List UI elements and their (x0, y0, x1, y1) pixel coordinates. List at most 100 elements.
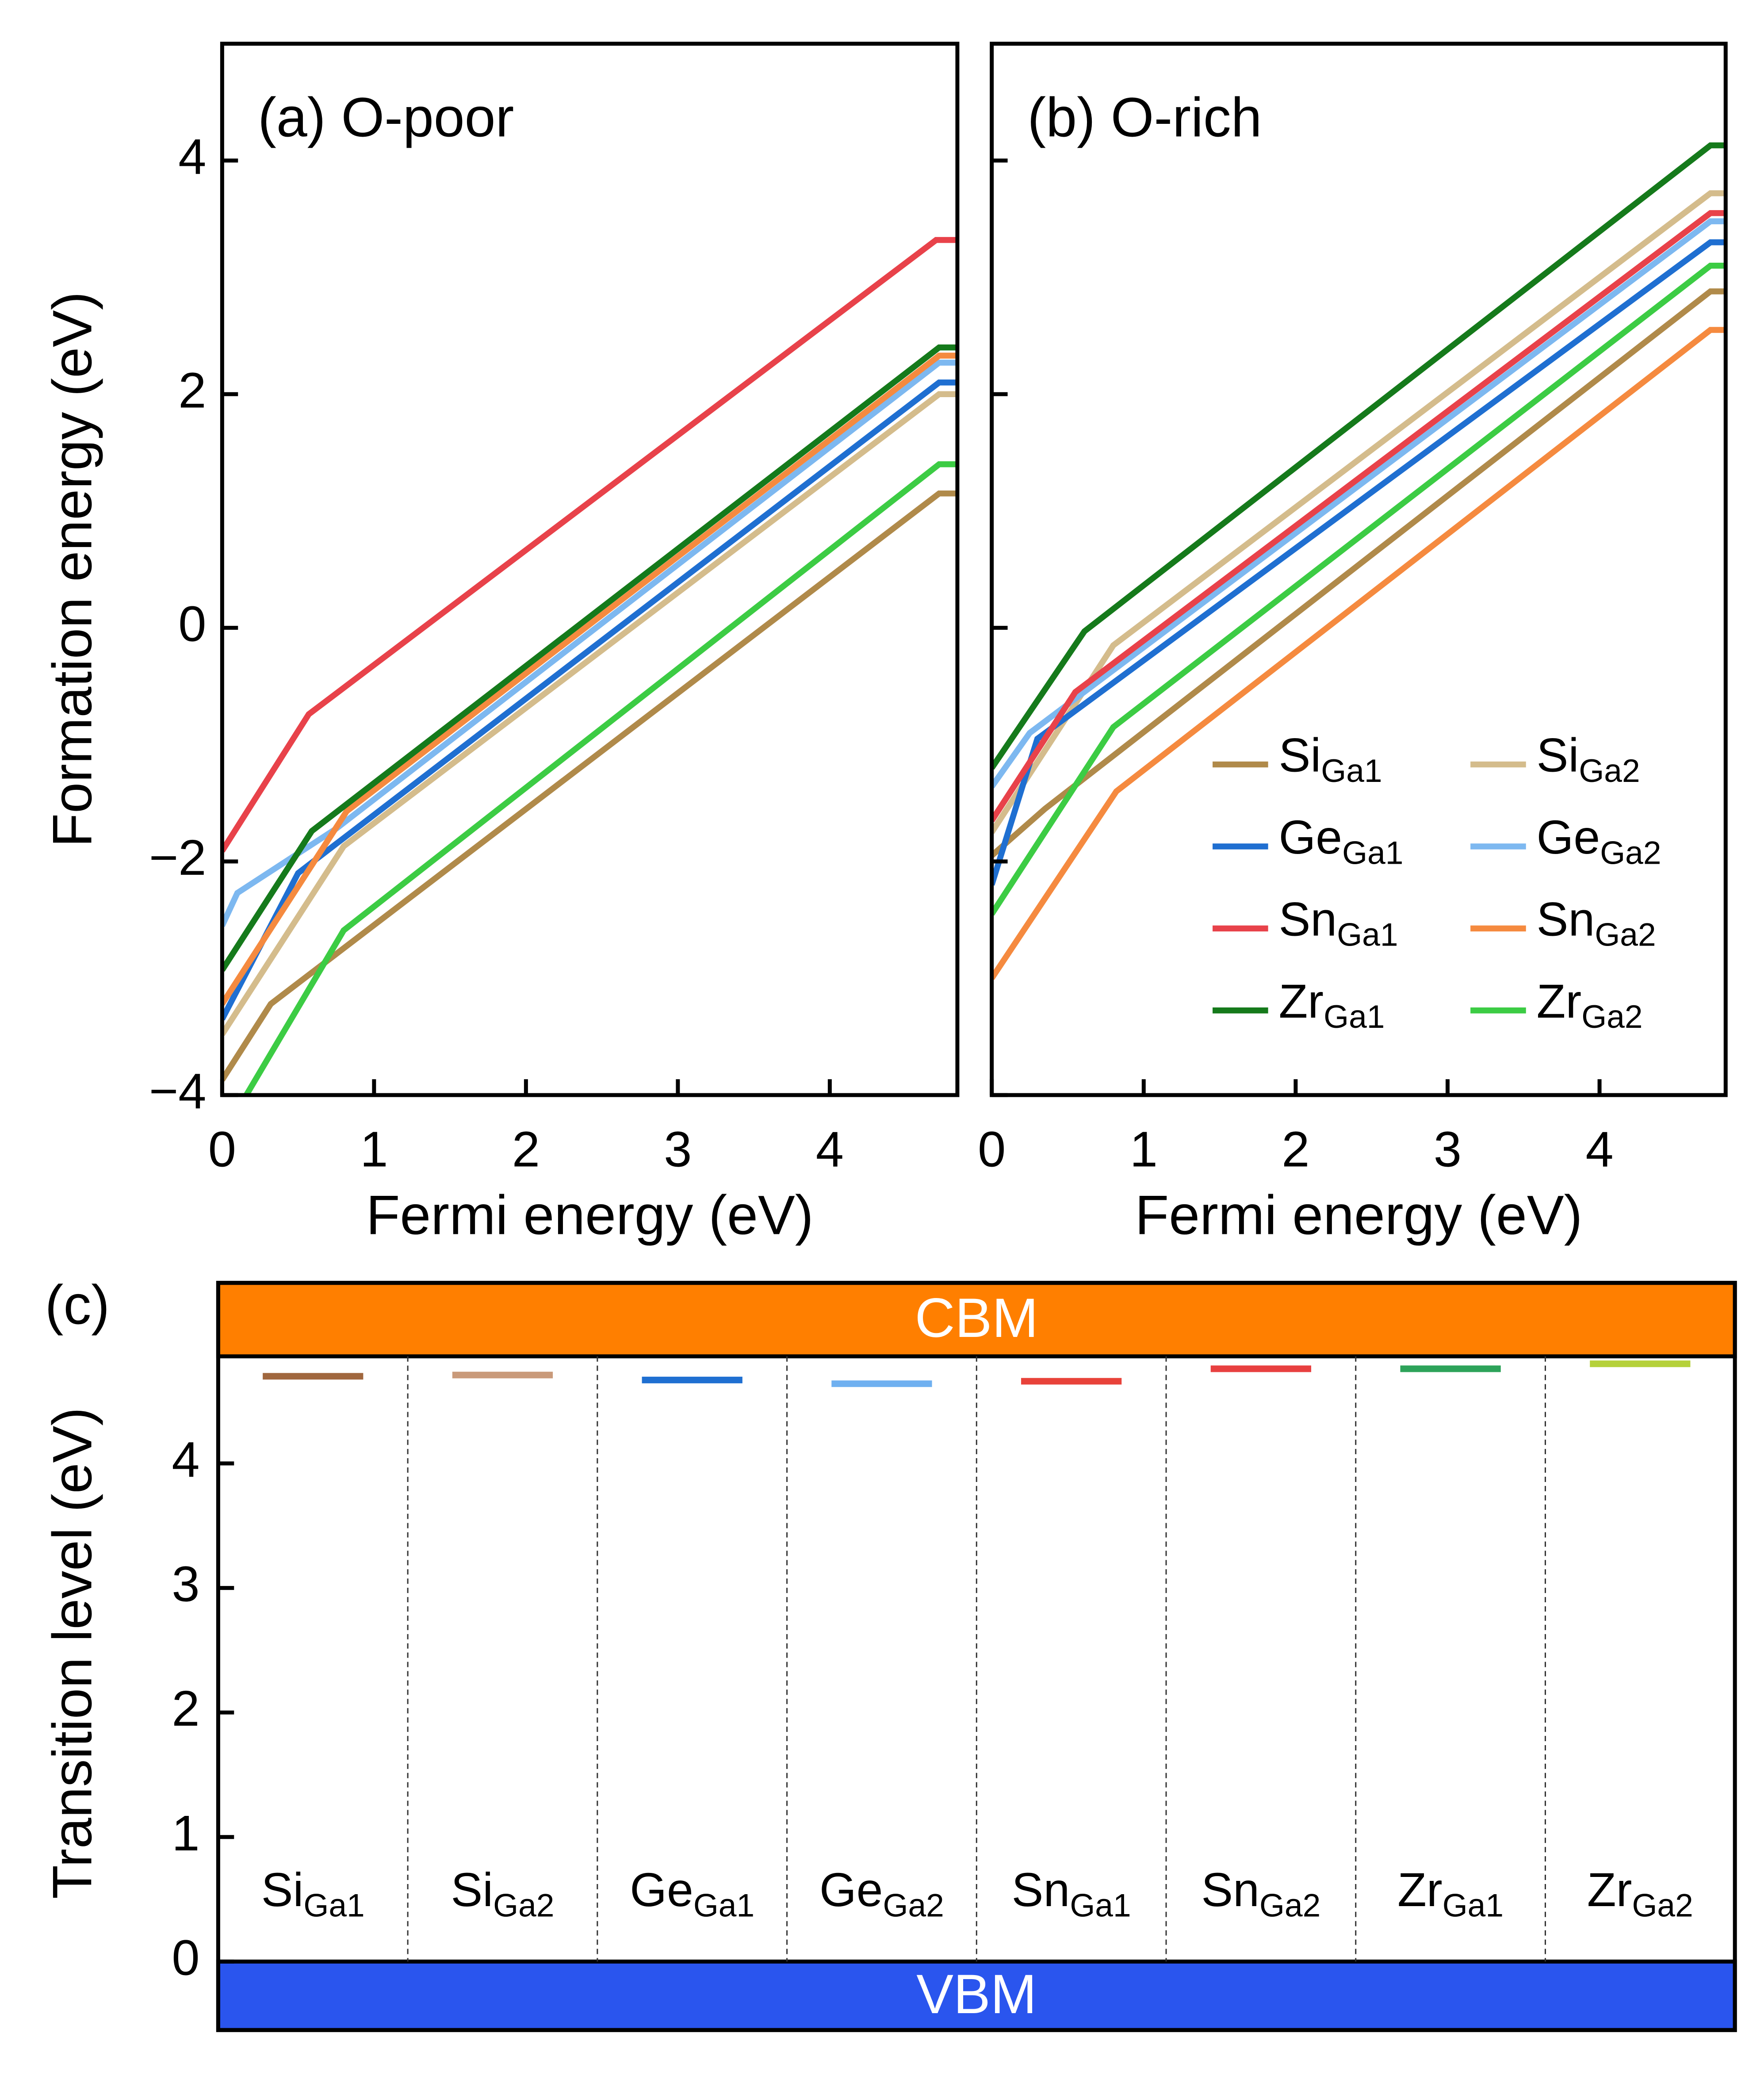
y-tick-label: 0 (172, 1930, 199, 1986)
category-label-base: Sn (1012, 1864, 1070, 1917)
legend-label-base: Si (1537, 729, 1579, 782)
line (222, 352, 957, 1006)
legend-label: ZrGa1 (1279, 975, 1385, 1035)
line (991, 239, 1726, 886)
legend-label-base: Ge (1279, 811, 1343, 864)
category-label-subscript: Ga2 (1632, 1888, 1693, 1924)
line (222, 490, 957, 1082)
x-tick-label: 4 (816, 1122, 844, 1178)
y-tick-label: −4 (149, 1063, 207, 1119)
category-label-subscript: Ga1 (1070, 1888, 1131, 1924)
category-label-subscript: Ga1 (303, 1888, 364, 1924)
panel-title: (a) O-poor (258, 86, 514, 148)
legend-label-subscript: Ga1 (1324, 999, 1385, 1035)
y-axis-label: Formation energy (eV) (41, 291, 103, 847)
category-label-subscript: Ga2 (883, 1888, 944, 1924)
y-tick-label: 1 (172, 1805, 199, 1861)
category-label: ZrGa1 (1397, 1864, 1504, 1924)
y-tick-label: 2 (178, 362, 206, 418)
legend-label: SnGa1 (1279, 893, 1398, 953)
y-tick-label: 0 (178, 596, 206, 652)
legend-label-base: Ge (1537, 811, 1600, 864)
x-tick-label: 4 (1586, 1122, 1614, 1178)
line (991, 288, 1726, 858)
legend-label-subscript: Ga2 (1581, 999, 1642, 1035)
series-group (222, 237, 957, 1095)
band-label: CBM (915, 1287, 1038, 1349)
line (222, 360, 957, 927)
legend-label-base: Sn (1537, 893, 1595, 946)
legend-label: SiGa1 (1279, 729, 1382, 789)
line (222, 344, 957, 972)
line (991, 210, 1726, 823)
legend-label-base: Zr (1279, 975, 1324, 1028)
y-tick-label: 4 (172, 1432, 199, 1488)
x-axis-label: Fermi energy (eV) (366, 1183, 814, 1246)
panel-title: (c) (45, 1274, 110, 1336)
line (222, 391, 957, 1036)
x-tick-label: 1 (1130, 1122, 1158, 1178)
y-tick-label: −2 (149, 830, 207, 886)
line (222, 237, 957, 853)
plot-frame (216, 1281, 1737, 2032)
x-tick-label: 2 (1282, 1122, 1309, 1178)
line (991, 190, 1726, 834)
legend-label-subscript: Ga1 (1342, 835, 1403, 871)
plot-frame (220, 42, 960, 1097)
legend-label-subscript: Ga2 (1579, 753, 1640, 789)
x-tick-label: 3 (664, 1122, 692, 1178)
line (991, 327, 1726, 980)
x-tick-label: 0 (978, 1122, 1006, 1178)
line (991, 218, 1726, 789)
x-tick-label: 3 (1434, 1122, 1462, 1178)
band-label: VBM (916, 1963, 1037, 2025)
line (991, 262, 1726, 916)
category-label-subscript: Ga2 (1259, 1888, 1320, 1924)
y-tick-label: 3 (172, 1556, 199, 1612)
y-tick-label: 2 (172, 1681, 199, 1737)
legend-label-subscript: Ga1 (1337, 917, 1398, 953)
plot-frame (990, 42, 1728, 1097)
category-label-base: Zr (1587, 1864, 1632, 1917)
legend-label-base: Zr (1537, 975, 1582, 1028)
category-label-subscript: Ga2 (493, 1888, 554, 1924)
category-label-subscript: Ga1 (1443, 1888, 1504, 1924)
x-tick-label: 2 (512, 1122, 540, 1178)
x-axis-label: Fermi energy (eV) (1135, 1183, 1583, 1246)
y-tick-label: 4 (178, 129, 206, 185)
legend-label: GeGa1 (1279, 811, 1404, 871)
legend-label-base: Si (1279, 729, 1321, 782)
category-label: GeGa1 (630, 1864, 754, 1924)
category-label: SnGa1 (1012, 1864, 1131, 1924)
category-label-subscript: Ga1 (693, 1888, 754, 1924)
legend-label-subscript: Ga2 (1600, 835, 1661, 871)
legend-label-subscript: Ga1 (1321, 753, 1382, 789)
legend-label: SnGa2 (1537, 893, 1656, 953)
category-label-base: Si (451, 1864, 493, 1917)
category-label: SiGa2 (451, 1864, 554, 1924)
y-axis-label: Transition level (eV) (41, 1407, 103, 1899)
x-tick-label: 0 (208, 1122, 236, 1178)
category-label-base: Ge (630, 1864, 693, 1917)
category-label: ZrGa2 (1587, 1864, 1693, 1924)
legend-label: ZrGa2 (1537, 975, 1643, 1035)
category-label-base: Sn (1201, 1864, 1259, 1917)
line (991, 142, 1726, 770)
line (222, 379, 957, 1021)
x-tick-label: 1 (360, 1122, 388, 1178)
legend-label-subscript: Ga2 (1595, 917, 1656, 953)
category-label: GeGa2 (819, 1864, 944, 1924)
category-label: SnGa2 (1201, 1864, 1320, 1924)
line (243, 461, 957, 1095)
legend-label: GeGa2 (1537, 811, 1661, 871)
category-label-base: Zr (1397, 1864, 1443, 1917)
category-label-base: Ge (819, 1864, 883, 1917)
category-label: SiGa1 (261, 1864, 365, 1924)
category-label-base: Si (261, 1864, 304, 1917)
legend-label-base: Sn (1279, 893, 1337, 946)
series-group (991, 142, 1726, 980)
panel-title: (b) O-rich (1027, 86, 1262, 148)
legend-label: SiGa2 (1537, 729, 1640, 789)
